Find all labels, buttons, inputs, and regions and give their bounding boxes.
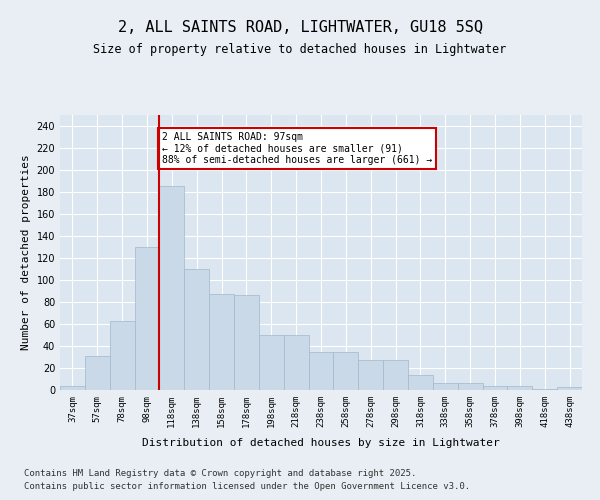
Bar bbox=[110, 320, 134, 390]
Bar bbox=[557, 386, 582, 390]
Bar bbox=[308, 352, 334, 390]
Y-axis label: Number of detached properties: Number of detached properties bbox=[21, 154, 31, 350]
Bar bbox=[458, 384, 482, 390]
Text: Size of property relative to detached houses in Lightwater: Size of property relative to detached ho… bbox=[94, 42, 506, 56]
Bar bbox=[532, 389, 557, 390]
Text: Contains public sector information licensed under the Open Government Licence v3: Contains public sector information licen… bbox=[24, 482, 470, 491]
Text: 2 ALL SAINTS ROAD: 97sqm
← 12% of detached houses are smaller (91)
88% of semi-d: 2 ALL SAINTS ROAD: 97sqm ← 12% of detach… bbox=[162, 132, 432, 164]
Bar bbox=[259, 335, 284, 390]
Bar bbox=[508, 386, 532, 390]
Bar bbox=[408, 374, 433, 390]
Bar bbox=[358, 360, 383, 390]
Bar bbox=[60, 386, 85, 390]
X-axis label: Distribution of detached houses by size in Lightwater: Distribution of detached houses by size … bbox=[142, 438, 500, 448]
Bar bbox=[160, 186, 184, 390]
Bar bbox=[209, 294, 234, 390]
Bar bbox=[184, 269, 209, 390]
Bar bbox=[482, 386, 508, 390]
Bar bbox=[134, 247, 160, 390]
Bar bbox=[334, 352, 358, 390]
Bar bbox=[433, 384, 458, 390]
Text: 2, ALL SAINTS ROAD, LIGHTWATER, GU18 5SQ: 2, ALL SAINTS ROAD, LIGHTWATER, GU18 5SQ bbox=[118, 20, 482, 35]
Bar bbox=[85, 356, 110, 390]
Bar bbox=[284, 335, 308, 390]
Text: Contains HM Land Registry data © Crown copyright and database right 2025.: Contains HM Land Registry data © Crown c… bbox=[24, 468, 416, 477]
Bar bbox=[383, 360, 408, 390]
Bar bbox=[234, 296, 259, 390]
